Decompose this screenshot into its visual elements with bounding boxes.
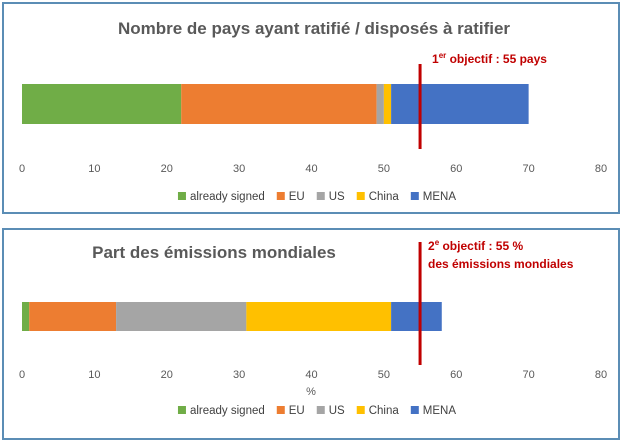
x-tick-label: 30 — [233, 163, 245, 175]
legend: already signed EU US China MENA — [177, 191, 457, 203]
legend-swatch — [356, 192, 365, 200]
x-tick-label: 30 — [233, 369, 245, 381]
x-tick-label: 60 — [450, 163, 462, 175]
x-tick-label: 20 — [161, 163, 173, 175]
legend-label: MENA — [423, 191, 457, 203]
legend-swatch — [276, 192, 285, 200]
legend-swatch — [177, 406, 186, 414]
legend-swatch — [316, 406, 325, 414]
x-tick-label: 50 — [378, 163, 390, 175]
legend-label: EU — [289, 405, 305, 417]
legend-label: US — [329, 405, 345, 417]
legend-swatch — [177, 192, 186, 200]
bar-segment-china — [383, 84, 392, 124]
x-tick-label: 40 — [305, 163, 317, 175]
countries-chart: Nombre de pays ayant ratifié / disposés … — [19, 19, 607, 203]
legend-swatch — [316, 192, 325, 200]
threshold-annotation: 1er objectif : 55 pays — [432, 51, 547, 66]
legend-label: MENA — [423, 405, 457, 417]
legend: already signed EU US China MENA — [177, 405, 457, 417]
bar-segment-us — [116, 302, 247, 331]
legend-label: already signed — [190, 405, 265, 417]
bar-segment-eu — [29, 302, 117, 331]
x-tick-label: 50 — [378, 369, 390, 381]
x-tick-label: 60 — [450, 369, 462, 381]
bar-segment-eu — [181, 84, 377, 124]
x-axis-label: % — [306, 386, 316, 398]
threshold-annotation-line2: des émissions mondiales — [428, 257, 574, 271]
chart-title: Nombre de pays ayant ratifié / disposés … — [118, 19, 510, 38]
x-tick-label: 40 — [305, 369, 317, 381]
legend-swatch — [276, 406, 285, 414]
x-tick-label: 0 — [19, 369, 25, 381]
emissions-chart: Part des émissions mondiales 0 10 20 30 40 50 6… — [19, 238, 607, 417]
bar-segment-mena — [391, 84, 529, 124]
bar-segment-china — [246, 302, 392, 331]
chart-title: Part des émissions mondiales — [92, 243, 336, 262]
legend-label: US — [329, 191, 345, 203]
chart-panel-emissions: Part des émissions mondiales 0 10 20 30 40 50 6… — [2, 228, 620, 440]
bar-segment-us — [376, 84, 384, 124]
x-tick-label: 10 — [88, 163, 100, 175]
x-tick-label: 10 — [88, 369, 100, 381]
chart-panel-countries: Nombre de pays ayant ratifié / disposés … — [2, 2, 620, 214]
x-tick-label: 80 — [595, 369, 607, 381]
bar-segment-already-signed — [22, 84, 182, 124]
legend-swatch — [410, 406, 419, 414]
legend-label: EU — [289, 191, 305, 203]
x-tick-label: 0 — [19, 163, 25, 175]
x-tick-label: 70 — [523, 369, 535, 381]
bar-segment-already-signed — [22, 302, 30, 331]
legend-label: China — [369, 191, 400, 203]
x-tick-label: 70 — [523, 163, 535, 175]
x-tick-label: 80 — [595, 163, 607, 175]
legend-swatch — [356, 406, 365, 414]
legend-label: already signed — [190, 191, 265, 203]
x-tick-label: 20 — [161, 369, 173, 381]
threshold-annotation: 2e objectif : 55 % — [428, 238, 523, 253]
legend-label: China — [369, 405, 400, 417]
bar-segment-mena — [391, 302, 442, 331]
legend-swatch — [410, 192, 419, 200]
